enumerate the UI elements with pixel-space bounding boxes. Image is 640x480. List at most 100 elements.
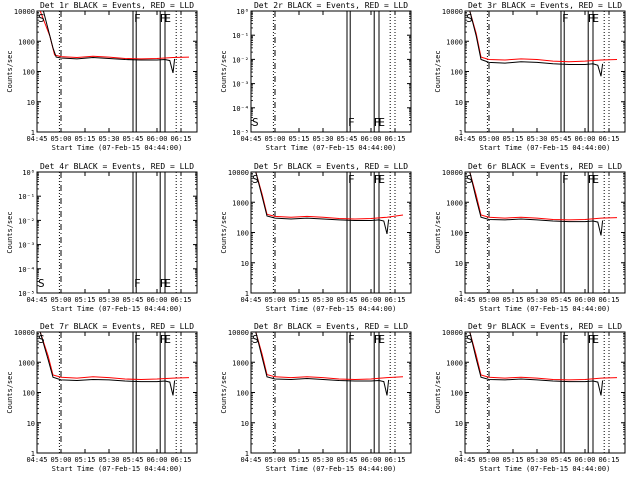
x-tick-label: 05:15: [502, 456, 523, 464]
event-marker: S: [252, 116, 259, 129]
x-axis-label: Start Time (07-Feb-15 04:44:00): [266, 305, 397, 313]
x-tick-label: 04:45: [454, 135, 475, 143]
x-axis-label: Start Time (07-Feb-15 04:44:00): [480, 305, 611, 313]
x-tick-label: 04:45: [26, 296, 47, 304]
x-tick-label: 05:45: [122, 456, 143, 464]
plot-frame: [36, 171, 198, 294]
x-tick-label: 05:45: [550, 135, 571, 143]
panel-det-3: Det 3r BLACK = Events, RED = LLD 1 10 100 10…: [434, 1, 626, 152]
y-axis-label: Counts/sec: [220, 50, 228, 92]
event-marker: E: [378, 173, 385, 186]
x-axis-label: Start Time (07-Feb-15 04:44:00): [52, 144, 183, 152]
event-marker: F: [134, 277, 141, 290]
x-tick-label: 04:45: [454, 296, 475, 304]
series-line-events: [469, 332, 604, 396]
event-marker: S: [252, 333, 259, 346]
y-tick-label: 10⁻²: [232, 56, 249, 64]
x-tick-label: 06:00: [360, 456, 381, 464]
y-tick-label: 10: [241, 260, 249, 268]
series-line-events: [255, 172, 390, 235]
x-tick-label: 04:45: [240, 135, 261, 143]
x-tick-label: 05:45: [336, 456, 357, 464]
event-marker: F: [134, 333, 141, 346]
y-tick-label: 10⁻⁵: [232, 129, 249, 137]
x-tick-label: 05:45: [336, 135, 357, 143]
event-marker: E: [378, 333, 385, 346]
y-tick-label: 10000: [442, 8, 463, 16]
x-tick-label: 06:15: [598, 135, 619, 143]
y-tick-label: 10: [241, 420, 249, 428]
event-marker: F: [160, 277, 167, 290]
event-marker: F: [374, 333, 381, 346]
y-tick-label: 10⁻³: [18, 242, 35, 250]
panel-det-4: Det 4r BLACK = Events, RED = LLD 10⁻⁵ 10⁻⁴…: [6, 162, 198, 313]
event-marker: F: [374, 173, 381, 186]
x-tick-label: 05:15: [74, 296, 95, 304]
y-tick-label: 10000: [228, 169, 249, 177]
x-tick-label: 05:45: [122, 135, 143, 143]
series-line-events: [42, 11, 176, 74]
x-tick-label: 06:00: [574, 135, 595, 143]
y-tick-label: 10000: [14, 329, 35, 337]
event-marker: E: [164, 333, 171, 346]
x-tick-label: 05:30: [526, 456, 547, 464]
y-tick-label: 10: [27, 99, 35, 107]
x-tick-label: 05:30: [98, 296, 119, 304]
x-tick-label: 05:30: [312, 135, 333, 143]
x-tick-label: 05:30: [526, 135, 547, 143]
x-tick-label: 04:45: [26, 135, 47, 143]
y-axis-label: Counts/sec: [220, 371, 228, 413]
x-tick-label: 05:15: [288, 456, 309, 464]
y-tick-label: 10⁻³: [232, 81, 249, 89]
x-tick-label: 05:45: [122, 296, 143, 304]
y-tick-label: 10⁻⁵: [18, 290, 35, 298]
event-marker: F: [348, 333, 355, 346]
x-tick-label: 05:45: [550, 456, 571, 464]
x-tick-label: 05:30: [312, 456, 333, 464]
x-tick-label: 05:30: [526, 296, 547, 304]
event-marker: F: [588, 12, 595, 25]
y-tick-label: 1: [245, 290, 249, 298]
y-tick-label: 10000: [228, 329, 249, 337]
panel-det-5: Det 5r BLACK = Events, RED = LLD 1 10 100 10…: [220, 162, 412, 313]
x-tick-label: 05:15: [74, 456, 95, 464]
plot-frame: [250, 10, 412, 133]
x-tick-label: 05:45: [550, 296, 571, 304]
x-tick-label: 05:30: [312, 296, 333, 304]
y-tick-label: 1000: [446, 199, 463, 207]
event-marker: F: [348, 116, 355, 129]
x-tick-label: 06:15: [598, 296, 619, 304]
event-marker: E: [592, 12, 599, 25]
event-marker: E: [592, 173, 599, 186]
panel-title: Det 5r BLACK = Events, RED = LLD: [254, 162, 408, 171]
y-tick-label: 100: [450, 230, 463, 238]
panel-det-1: Det 1r BLACK = Events, RED = LLD 1 10 100 10…: [6, 1, 198, 152]
x-tick-label: 06:15: [384, 135, 405, 143]
y-tick-label: 1000: [446, 38, 463, 46]
series-line-lld: [469, 172, 618, 221]
panel-title: Det 4r BLACK = Events, RED = LLD: [40, 162, 194, 171]
x-tick-label: 06:00: [146, 135, 167, 143]
panel-title: Det 6r BLACK = Events, RED = LLD: [468, 162, 622, 171]
x-axis-label: Start Time (07-Feb-15 04:44:00): [480, 144, 611, 152]
panel-det-7: Det 7r BLACK = Events, RED = LLD 1 10 100 10…: [6, 322, 198, 473]
x-tick-label: 05:00: [50, 456, 71, 464]
y-tick-label: 1000: [232, 199, 249, 207]
event-marker: F: [588, 333, 595, 346]
y-tick-label: 10: [455, 420, 463, 428]
y-tick-label: 1: [31, 450, 35, 458]
x-tick-label: 06:00: [360, 135, 381, 143]
event-marker: S: [252, 173, 259, 186]
y-tick-label: 100: [22, 390, 35, 398]
y-tick-label: 100: [236, 230, 249, 238]
y-tick-label: 10000: [14, 8, 35, 16]
x-axis-label: Start Time (07-Feb-15 04:44:00): [480, 465, 611, 473]
event-marker: F: [562, 173, 569, 186]
y-tick-label: 100: [450, 390, 463, 398]
x-tick-label: 05:15: [502, 135, 523, 143]
y-tick-label: 10: [455, 260, 463, 268]
x-tick-label: 04:45: [454, 456, 475, 464]
event-marker: F: [160, 333, 167, 346]
